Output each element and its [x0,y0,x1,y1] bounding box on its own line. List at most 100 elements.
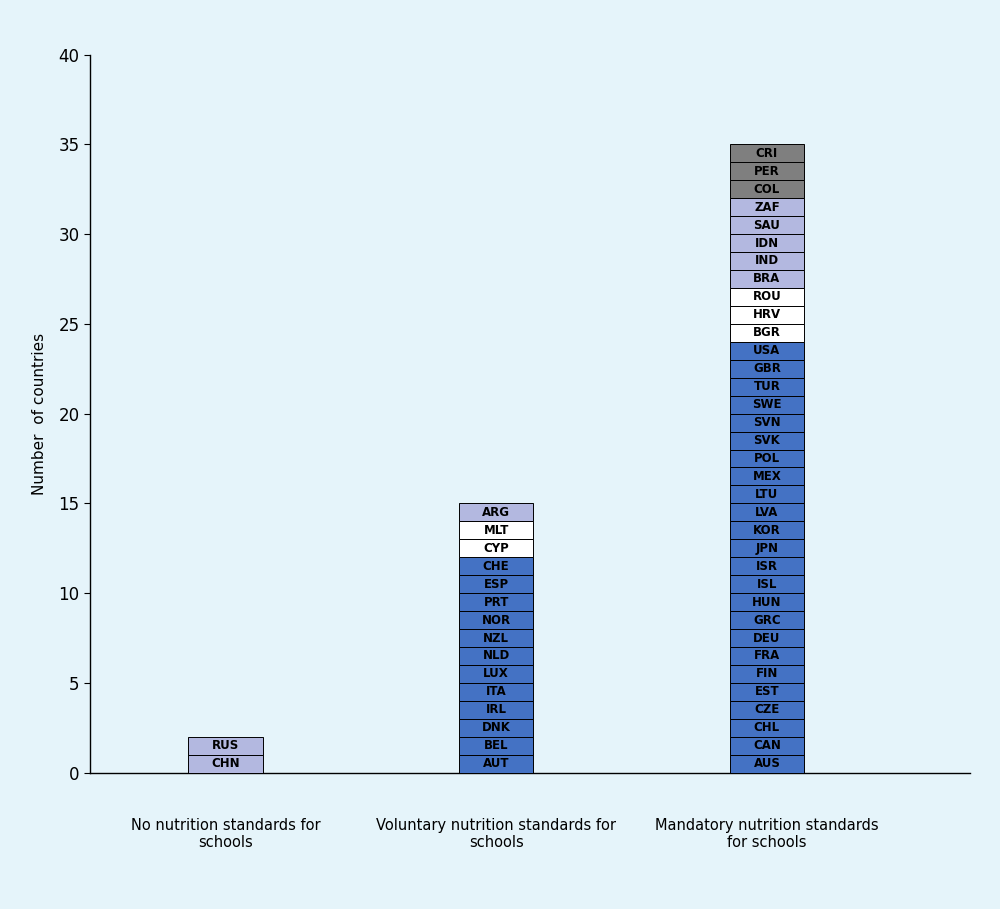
Bar [730,450,804,467]
Text: LUX: LUX [483,667,509,681]
Bar [459,557,533,575]
Text: IND: IND [755,255,779,267]
Text: BGR: BGR [753,326,781,339]
Bar [188,736,263,754]
Text: CHN: CHN [211,757,240,770]
Text: SVK: SVK [754,434,780,447]
Bar [730,145,804,163]
Bar [730,611,804,629]
Bar [730,395,804,414]
Bar [459,522,533,539]
Bar [730,378,804,395]
Text: AUS: AUS [753,757,780,770]
Text: BEL: BEL [484,739,508,753]
Text: AUT: AUT [483,757,509,770]
Bar [459,754,533,773]
Bar [730,504,804,522]
Text: NOR: NOR [482,614,511,626]
Bar [459,575,533,594]
Bar [730,252,804,270]
Text: IDN: IDN [755,236,779,250]
Text: SVN: SVN [753,416,781,429]
Bar [459,539,533,557]
Text: CAN: CAN [753,739,781,753]
Bar [730,198,804,216]
Text: CZE: CZE [754,704,780,716]
Bar [459,665,533,683]
Bar [730,180,804,198]
Text: CHL: CHL [754,721,780,734]
Bar [730,594,804,611]
Bar [730,162,804,180]
Text: ARG: ARG [482,505,510,519]
Text: LVA: LVA [755,505,779,519]
Text: FRA: FRA [754,649,780,663]
Text: CHE: CHE [483,560,509,573]
Text: CRI: CRI [756,146,778,160]
Text: SAU: SAU [753,218,780,232]
Text: Mandatory nutrition standards
for schools: Mandatory nutrition standards for school… [655,817,879,850]
Text: DNK: DNK [482,721,511,734]
Text: HRV: HRV [753,308,781,322]
Text: POL: POL [754,452,780,465]
Bar [730,324,804,342]
Bar [730,360,804,378]
Bar [730,305,804,324]
Bar [730,216,804,235]
Bar [730,736,804,754]
Text: TUR: TUR [753,380,780,394]
Y-axis label: Number  of countries: Number of countries [32,333,47,494]
Text: ESP: ESP [484,577,509,591]
Bar [730,575,804,594]
Bar [188,754,263,773]
Text: FIN: FIN [756,667,778,681]
Bar [730,754,804,773]
Bar [459,629,533,647]
Bar [459,594,533,611]
Bar [730,467,804,485]
Bar [459,647,533,665]
Text: PRT: PRT [483,595,509,609]
Text: ISL: ISL [757,577,777,591]
Text: COL: COL [754,183,780,195]
Text: RUS: RUS [212,739,239,753]
Text: GBR: GBR [753,362,781,375]
Text: HUN: HUN [752,595,782,609]
Bar [730,719,804,736]
Bar [730,288,804,305]
Bar [730,665,804,683]
Text: USA: USA [753,345,781,357]
Bar [730,683,804,701]
Bar [730,629,804,647]
Bar [730,647,804,665]
Text: ZAF: ZAF [754,201,780,214]
Text: MEX: MEX [753,470,781,483]
Text: NLD: NLD [483,649,510,663]
Text: EST: EST [755,685,779,698]
Bar [730,539,804,557]
Text: ITA: ITA [486,685,507,698]
Bar [459,719,533,736]
Text: DEU: DEU [753,632,781,644]
Text: IRL: IRL [486,704,507,716]
Text: NZL: NZL [483,632,509,644]
Bar [730,235,804,252]
Bar [459,504,533,522]
Bar [459,683,533,701]
Text: ROU: ROU [753,290,781,304]
Text: GRC: GRC [753,614,781,626]
Text: SWE: SWE [752,398,782,411]
Text: Voluntary nutrition standards for
schools: Voluntary nutrition standards for school… [376,817,616,850]
Text: CYP: CYP [483,542,509,554]
Bar [730,342,804,360]
Bar [730,485,804,504]
Text: LTU: LTU [755,488,779,501]
Text: MLT: MLT [483,524,509,537]
Text: No nutrition standards for
schools: No nutrition standards for schools [131,817,320,850]
Bar [459,701,533,719]
Text: PER: PER [754,165,780,178]
Bar [730,701,804,719]
Bar [730,557,804,575]
Bar [459,611,533,629]
Bar [730,414,804,432]
